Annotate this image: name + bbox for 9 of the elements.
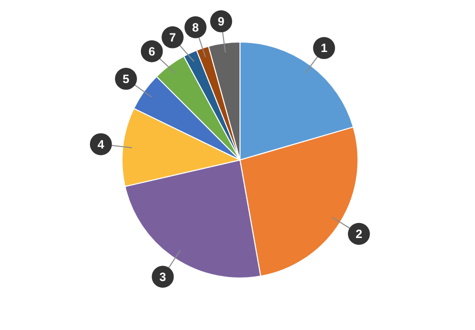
slice-label: 7 <box>169 30 176 44</box>
slice-label: 5 <box>122 72 130 86</box>
slice-label: 1 <box>320 41 328 56</box>
slice-label: 6 <box>148 44 156 58</box>
slice-label: 9 <box>218 14 225 28</box>
slice-label: 3 <box>159 270 166 284</box>
slice-label: 2 <box>356 227 363 242</box>
slice-label: 8 <box>192 20 200 34</box>
slice-label: 4 <box>98 137 105 152</box>
